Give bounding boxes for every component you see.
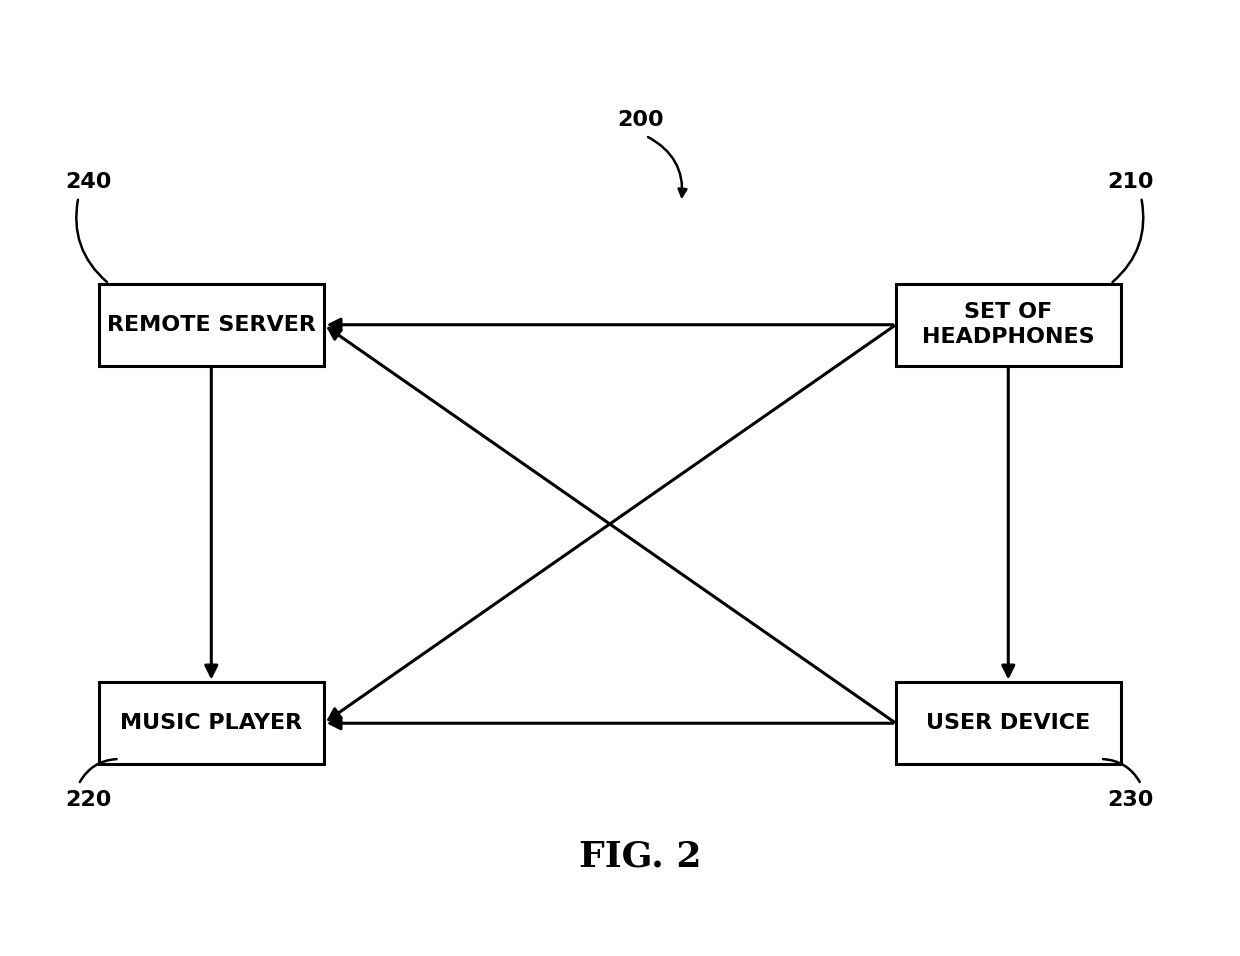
Text: 220: 220 [66, 790, 112, 810]
Text: USER DEVICE: USER DEVICE [926, 713, 1090, 733]
FancyBboxPatch shape [99, 683, 324, 764]
Text: FIG. 2: FIG. 2 [579, 839, 702, 873]
Text: SET OF
HEADPHONES: SET OF HEADPHONES [923, 302, 1095, 347]
Text: 230: 230 [1107, 790, 1154, 810]
FancyBboxPatch shape [895, 683, 1121, 764]
FancyBboxPatch shape [99, 284, 324, 365]
Text: MUSIC PLAYER: MUSIC PLAYER [120, 713, 303, 733]
Text: 210: 210 [1107, 172, 1154, 192]
Text: REMOTE SERVER: REMOTE SERVER [107, 315, 316, 335]
Text: 240: 240 [66, 172, 112, 192]
Text: 200: 200 [618, 110, 663, 130]
FancyBboxPatch shape [895, 284, 1121, 365]
